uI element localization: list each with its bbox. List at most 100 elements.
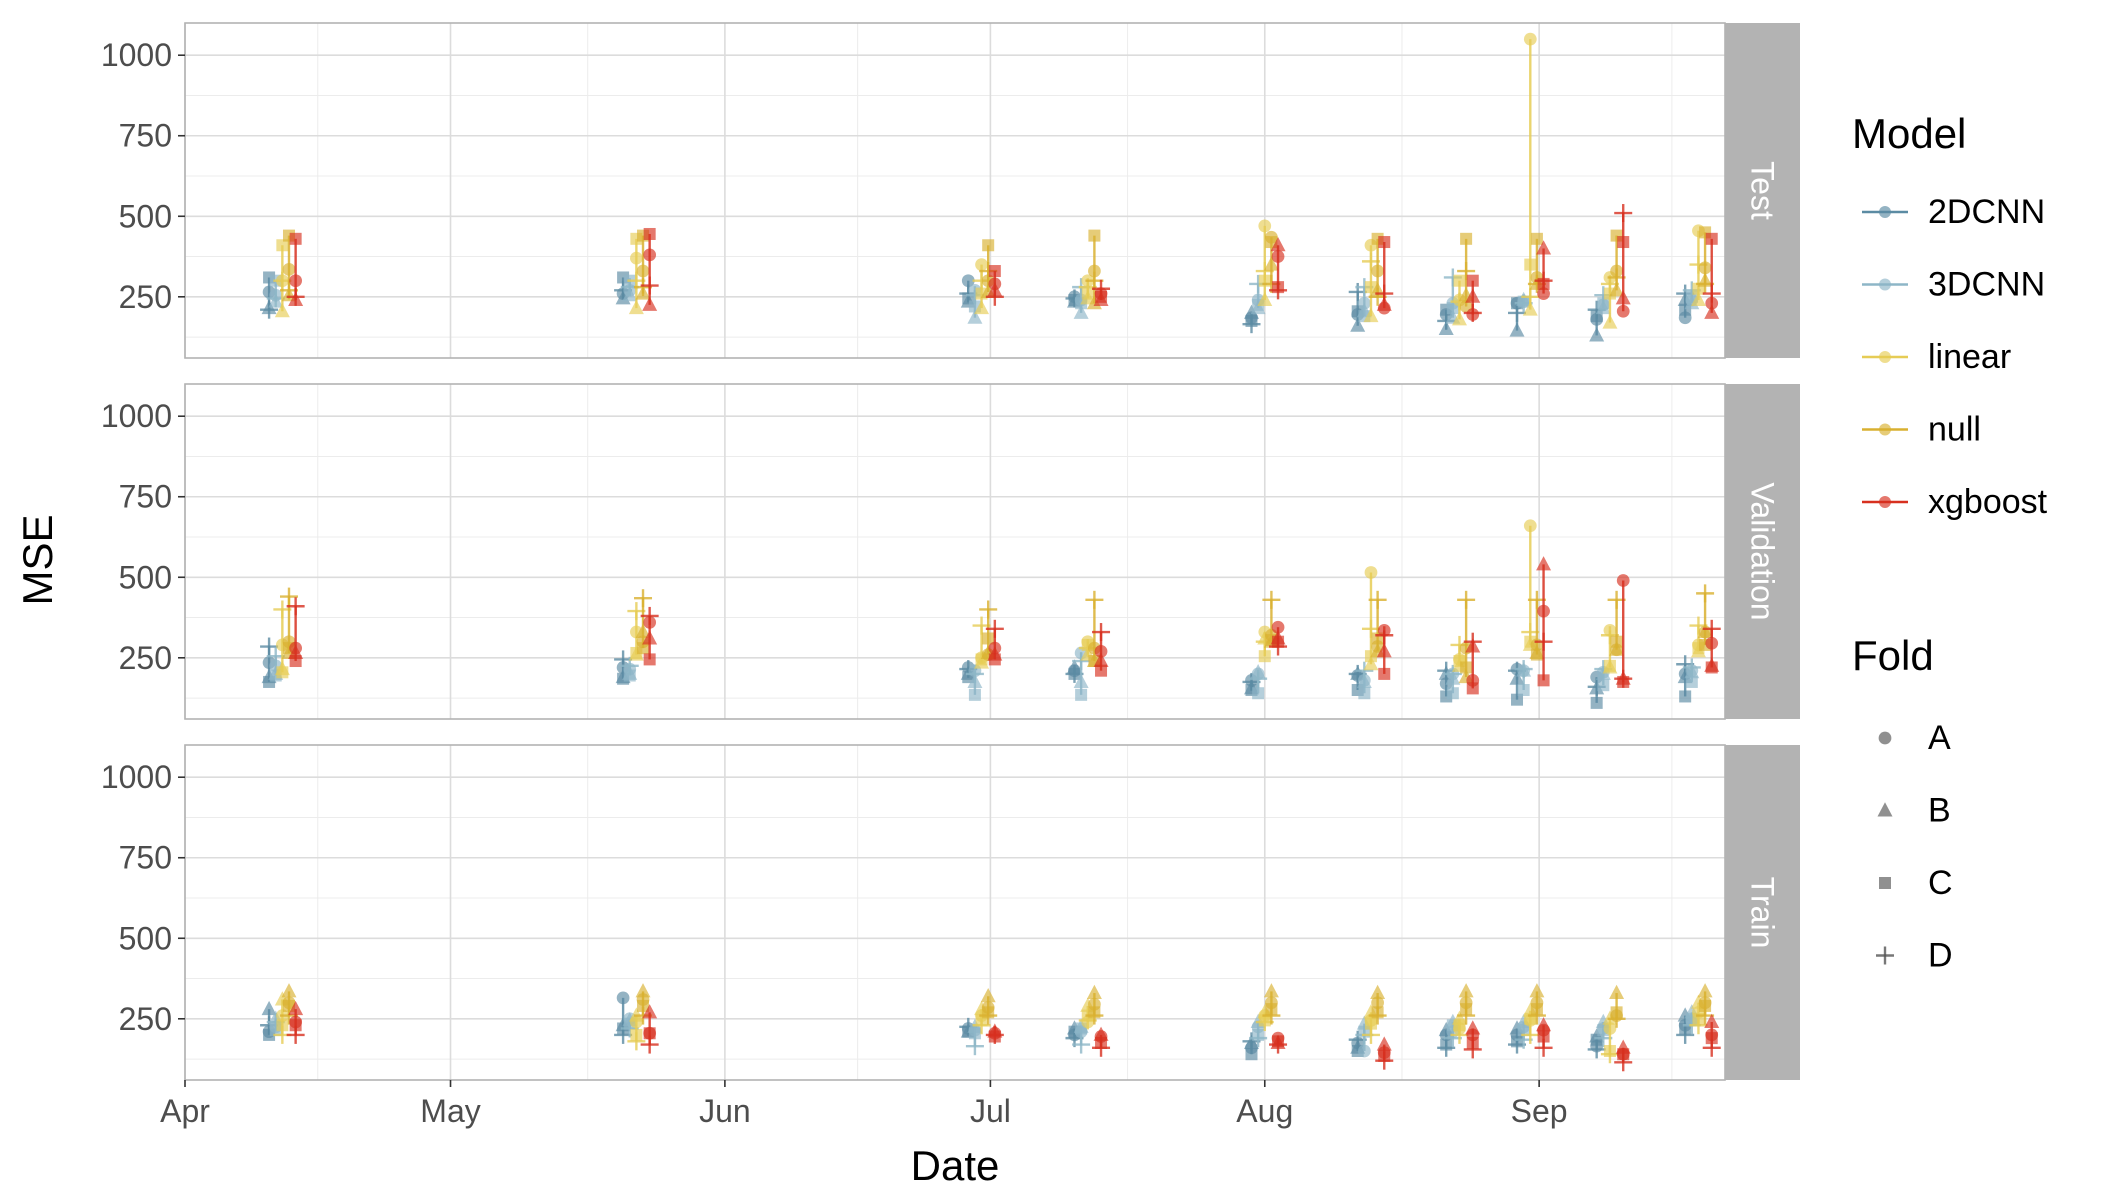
point-fold-c	[1610, 635, 1623, 648]
series-group	[1443, 664, 1462, 700]
point-fold-d	[1375, 1051, 1394, 1070]
legend-key-shape	[1879, 877, 1891, 889]
point-fold-d	[1269, 637, 1288, 656]
series-group	[1092, 623, 1111, 677]
y-axis-title: MSE	[14, 514, 61, 605]
y-tick-label: 1000	[101, 37, 172, 73]
point-fold-a	[282, 263, 296, 276]
series-group	[1600, 624, 1619, 674]
point-fold-d	[1092, 1038, 1111, 1057]
point-fold-d	[1457, 1006, 1476, 1025]
point-fold-b	[1370, 984, 1386, 1000]
point-fold-a	[1364, 566, 1378, 579]
series-group	[640, 227, 659, 311]
point-fold-a	[289, 274, 303, 288]
point-fold-d	[1463, 632, 1482, 651]
point-fold-d	[1521, 1025, 1540, 1044]
facet-strip-test	[1725, 23, 1800, 358]
point-fold-d	[1361, 1025, 1380, 1044]
point-fold-d	[1072, 1035, 1091, 1054]
point-fold-c	[1245, 1048, 1258, 1061]
x-tick-label: Jun	[699, 1093, 751, 1129]
facet-strip-train	[1725, 745, 1800, 1080]
y-tick-label: 750	[119, 118, 172, 154]
point-fold-d	[985, 619, 1004, 638]
legend-item-fold-d: D	[1876, 937, 1953, 975]
legend-label: linear	[1928, 338, 2011, 376]
point-fold-b	[1376, 1036, 1392, 1051]
point-fold-b	[628, 299, 644, 315]
series-group	[1269, 1031, 1288, 1054]
series-group	[620, 656, 639, 682]
series-group	[1092, 1026, 1111, 1057]
point-fold-d	[985, 1025, 1004, 1044]
legend-key-point	[1879, 278, 1891, 291]
point-fold-c	[1705, 661, 1718, 674]
series-group	[985, 1023, 1004, 1044]
point-fold-a	[1705, 296, 1719, 310]
y-tick-label: 250	[119, 279, 172, 315]
series-group	[1375, 624, 1394, 680]
point-fold-d	[1368, 1006, 1387, 1025]
point-fold-b	[1458, 983, 1474, 998]
point-fold-b	[1073, 304, 1089, 319]
point-fold-a	[616, 991, 630, 1005]
point-fold-b	[1536, 556, 1552, 571]
legend-label: C	[1928, 864, 1953, 902]
point-fold-d	[1269, 1035, 1288, 1054]
point-fold-b	[980, 988, 996, 1003]
series-group	[286, 597, 305, 668]
legend-label: B	[1928, 792, 1951, 830]
facet-panels: Test Validation Train	[184, 22, 1800, 1081]
legend-label: A	[1928, 719, 1951, 757]
point-fold-a	[1371, 264, 1384, 278]
y-tick-label: 500	[119, 198, 172, 234]
point-fold-a	[1371, 996, 1384, 1010]
point-fold-a	[643, 248, 657, 262]
point-fold-c	[1597, 679, 1610, 692]
point-fold-c	[1466, 274, 1479, 287]
y-tick-label: 500	[119, 920, 172, 956]
panel-background	[185, 384, 1725, 719]
series-group	[1614, 1039, 1633, 1072]
point-fold-c	[643, 1027, 656, 1040]
point-fold-d	[1450, 1025, 1469, 1044]
series-group	[965, 1018, 984, 1056]
series-group	[1375, 1036, 1394, 1070]
series-group	[1534, 240, 1553, 300]
point-fold-a	[1616, 304, 1630, 318]
series-group	[286, 1000, 305, 1044]
point-fold-d	[286, 1025, 305, 1044]
point-fold-d	[985, 287, 1004, 306]
facet-panel-test: Test	[184, 22, 1800, 359]
point-fold-c	[1258, 650, 1271, 663]
legend-label: 3DCNN	[1928, 266, 2045, 304]
point-fold-b	[1086, 984, 1102, 1000]
series-group	[1682, 658, 1701, 688]
point-fold-d	[1682, 658, 1701, 677]
series-group	[1527, 590, 1546, 661]
x-axis-title: Date	[911, 1142, 1000, 1189]
point-fold-c	[289, 232, 302, 245]
point-fold-d	[1249, 669, 1268, 688]
point-fold-b	[1465, 1020, 1481, 1035]
point-fold-d	[1463, 1040, 1482, 1059]
point-fold-a	[961, 274, 975, 288]
point-fold-b	[261, 1000, 277, 1016]
point-fold-c	[1705, 232, 1718, 245]
series-group	[1249, 664, 1268, 700]
point-fold-d	[1702, 1038, 1721, 1057]
point-fold-d	[1696, 584, 1715, 603]
legend-item-fold-c: C	[1879, 864, 1953, 902]
point-fold-d	[1085, 1006, 1104, 1025]
axes: 250 500 750 1000 250 500 750 1000 250 500 750 1000 A…	[101, 37, 1568, 1129]
point-fold-c	[1095, 664, 1108, 677]
point-fold-d	[1269, 281, 1288, 300]
series-group	[1375, 236, 1394, 315]
series-group	[640, 606, 659, 666]
legend-key-shape	[1876, 946, 1894, 965]
point-fold-d	[1614, 204, 1633, 223]
point-fold-b	[274, 303, 290, 318]
point-fold-b	[1589, 327, 1605, 342]
legend-item-linear: linear	[1862, 338, 2011, 376]
